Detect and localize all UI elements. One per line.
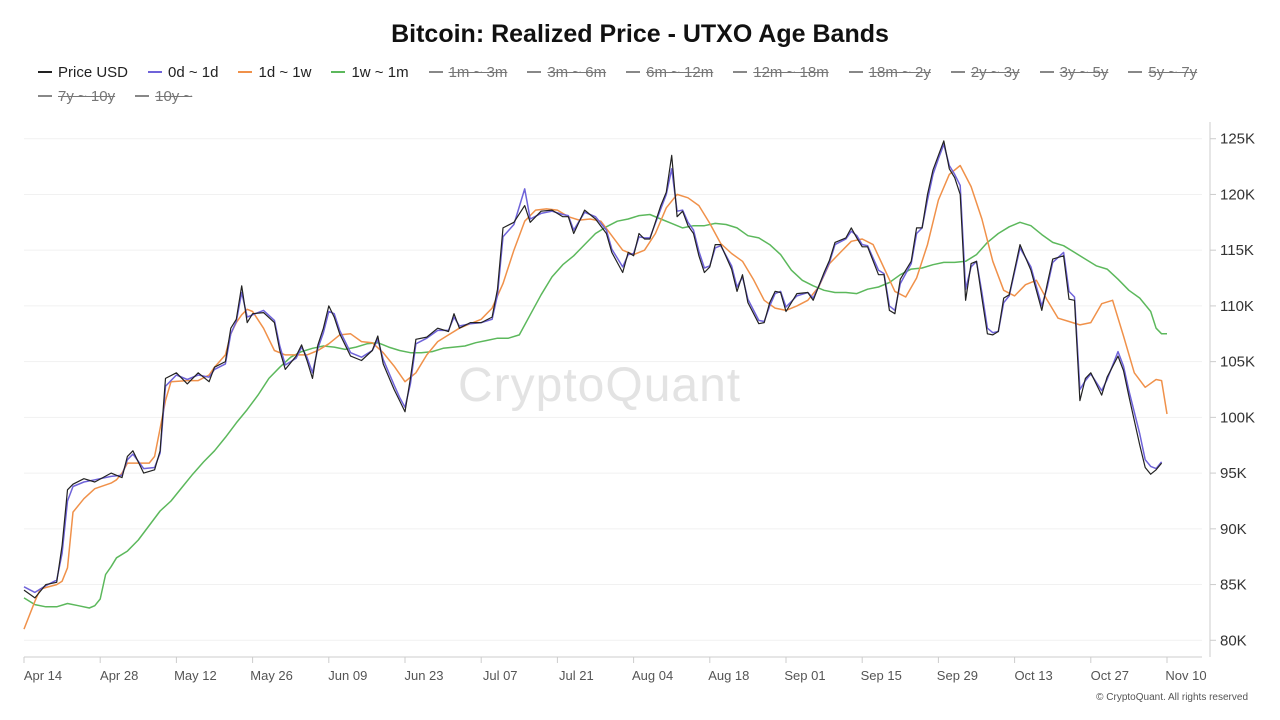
x-tick-label: Jun 09 [328,668,367,683]
legend-label: 10y ~ [155,87,193,105]
legend-swatch [950,71,965,73]
legend-swatch [238,71,253,73]
legend-swatch [331,71,346,73]
legend-item[interactable]: 6m ~ 12m [626,62,713,82]
legend-item[interactable]: 2y ~ 3y [950,62,1020,82]
legend-item[interactable]: 18m ~ 2y [848,62,931,82]
x-tick-label: Nov 10 [1165,668,1206,683]
grid-lines [24,138,1202,641]
chart-title: Bitcoin: Realized Price - UTXO Age Bands [391,20,889,48]
legend-swatch [626,71,641,73]
legend-item[interactable]: 1m ~ 3m [428,62,508,82]
y-tick-label: 85K [1220,577,1247,594]
y-tick-label: 95K [1220,465,1247,482]
legend-swatch [1039,71,1054,73]
legend-label: 1m ~ 3m [448,63,508,81]
legend-label: 6m ~ 12m [646,63,714,81]
y-tick-label: 105K [1220,354,1255,371]
x-tick-label: Sep 29 [937,668,978,683]
x-tick-label: May 26 [250,668,293,683]
legend-swatch [38,71,52,73]
series-line-price-usd [23,140,1163,599]
x-tick-label: Jul 07 [483,668,518,683]
y-tick-label: 110K [1220,298,1254,315]
legend-label: 3y ~ 5y [1059,63,1109,81]
x-tick-label: Jun 23 [404,668,443,683]
legend-swatch [38,95,52,97]
legend-item[interactable]: Price USD [38,62,128,82]
legend-item[interactable]: 3m ~ 6m [527,62,606,82]
series-lines [23,140,1168,630]
x-tick-label: Apr 28 [100,668,138,683]
x-tick-label: Aug 18 [708,668,749,683]
legend-swatch [135,95,150,97]
legend-item[interactable]: 5y ~ 7y [1128,62,1197,82]
legend-item[interactable]: 10y ~ [135,86,192,106]
x-axis: Apr 14 Apr 28 May 12 May 26 Jun 09 Jun 23 Jul … [23,656,1207,683]
legend-item[interactable]: 7y ~ 10y [38,86,115,106]
x-tick-label: Jul 21 [559,668,594,683]
series-line-1w-1m [23,213,1167,609]
legend-label: 5y ~ 7y [1148,63,1198,81]
legend-label: 7y ~ 10y [58,87,116,105]
x-tick-label: Oct 27 [1091,668,1129,683]
legend-label: 1w ~ 1m [351,63,409,81]
legend-swatch [428,71,443,73]
legend-swatch [848,71,863,73]
watermark-logo: CryptoQuant [458,359,742,412]
y-tick-label: 100K [1220,409,1255,426]
legend-label: 1d ~ 1w [258,63,312,81]
copyright-text: © CryptoQuant. All rights reserved [1096,692,1248,703]
legend-item[interactable]: 3y ~ 5y [1039,62,1109,82]
legend-item[interactable]: 1d ~ 1w [238,62,311,82]
y-axis: 80K 85K 90K 95K 100K 105K 110K 115K 120K 125K [1209,122,1255,657]
legend-swatch [733,71,748,73]
legend-label: 3m ~ 6m [547,63,607,81]
legend-label: 0d ~ 1d [168,63,219,81]
x-tick-label: Sep 01 [784,668,825,683]
y-tick-label: 125K [1220,131,1255,148]
legend-item[interactable]: 0d ~ 1d [148,62,218,82]
legend-label: Price USD [58,63,129,81]
legend-item[interactable]: 12m ~ 18m [733,62,829,82]
x-tick-label: Sep 15 [861,668,902,683]
y-tick-label: 115K [1220,242,1254,259]
legend-swatch [148,71,163,73]
x-tick-label: Apr 14 [24,668,62,683]
y-tick-label: 120K [1220,186,1255,203]
legend-label: 18m ~ 2y [868,63,931,81]
legend-item[interactable]: 1w ~ 1m [331,62,409,82]
legend-swatch [527,71,542,73]
x-tick-label: Aug 04 [632,668,673,683]
x-tick-label: Oct 13 [1014,668,1052,683]
y-tick-label: 80K [1220,632,1247,649]
legend-label: 2y ~ 3y [970,63,1020,81]
legend-swatch [1128,71,1143,73]
legend-label: 12m ~ 18m [753,63,829,81]
y-tick-label: 90K [1220,521,1247,538]
x-tick-label: May 12 [174,668,217,683]
chart-legend: Price USD 0d ~ 1d 1d ~ 1w 1w ~ 1m 1m ~ 3m 3m … [38,62,1258,106]
